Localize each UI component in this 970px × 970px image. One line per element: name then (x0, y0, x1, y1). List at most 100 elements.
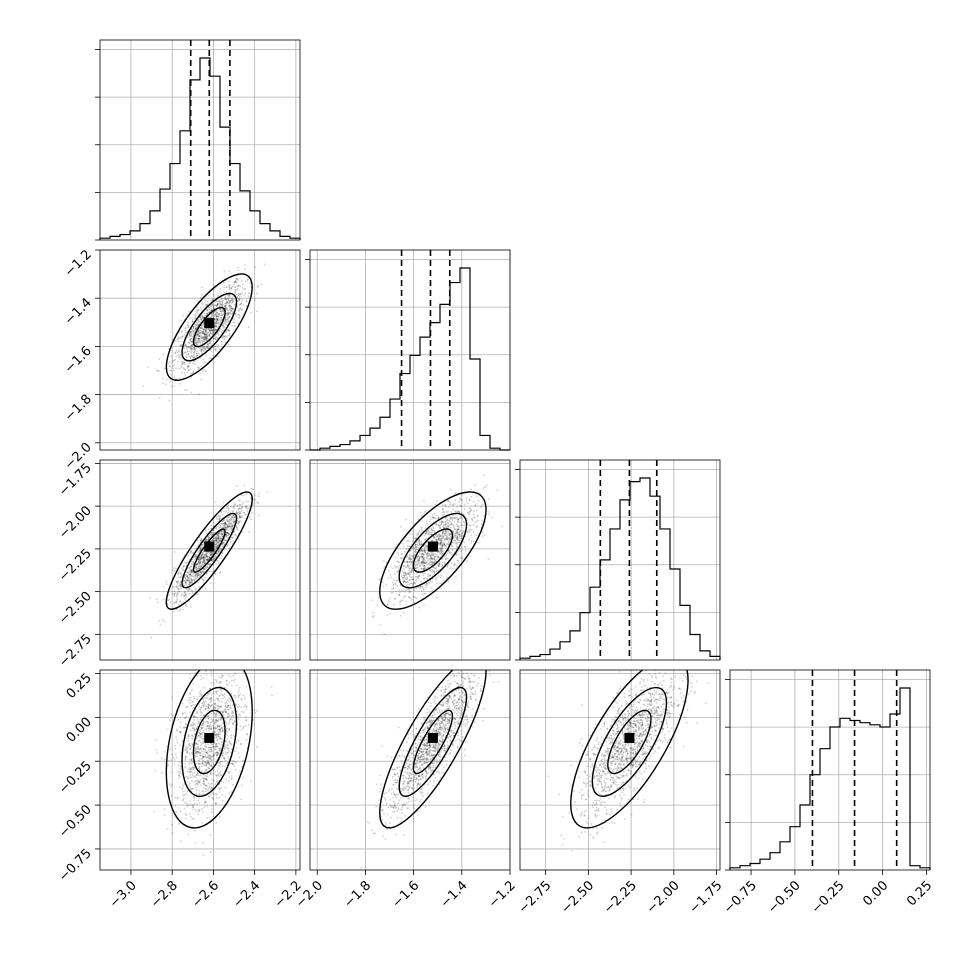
sample-point (201, 370, 204, 373)
sample-point (426, 583, 429, 586)
sample-point (183, 361, 186, 364)
sample-point (414, 551, 416, 554)
sample-point (179, 572, 182, 575)
sample-point (224, 521, 227, 523)
sample-point (212, 313, 214, 315)
sample-point (188, 592, 191, 595)
sample-point (183, 597, 186, 600)
sample-point (230, 715, 233, 718)
sample-point (234, 280, 237, 283)
sample-point (197, 341, 200, 344)
sample-point (194, 340, 197, 342)
sample-point (179, 726, 182, 729)
contour-level-0 (165, 273, 253, 381)
sample-point (201, 303, 204, 305)
sample-point (240, 516, 243, 519)
sample-point (205, 333, 208, 336)
sample-point (200, 335, 203, 338)
sample-point (223, 298, 226, 300)
sample-point (418, 539, 421, 542)
sample-point (214, 802, 217, 804)
sample-point (222, 501, 225, 504)
sample-point (230, 684, 233, 687)
sample-point (450, 522, 453, 525)
sample-point (422, 561, 425, 564)
sample-point (200, 339, 203, 342)
sample-point (405, 574, 407, 577)
sample-point (182, 564, 185, 567)
sample-point (184, 327, 187, 330)
sample-point (438, 525, 441, 528)
sample-point (191, 788, 194, 790)
sample-point (403, 612, 405, 614)
sample-point (453, 563, 456, 565)
sample-point (191, 318, 194, 321)
sample-point (209, 333, 211, 335)
sample-point (181, 335, 184, 338)
sample-point (226, 520, 229, 523)
sample-point (221, 313, 224, 316)
sample-point (433, 561, 436, 564)
sample-point (433, 562, 435, 564)
sample-point (225, 309, 227, 311)
sample-point (206, 559, 209, 561)
sample-point (423, 577, 426, 580)
sample-point (441, 552, 443, 555)
sample-point (189, 356, 192, 359)
sample-point (203, 568, 206, 571)
sample-point (219, 309, 222, 312)
sample-point (155, 749, 158, 751)
sample-point (231, 712, 234, 714)
sample-point (200, 365, 203, 368)
sample-point (456, 516, 459, 519)
sample-point (198, 563, 201, 565)
sample-point (202, 332, 205, 335)
sample-point (195, 555, 198, 558)
sample-point (214, 539, 217, 541)
sample-point (195, 569, 198, 571)
sample-point (195, 321, 198, 324)
sample-point (172, 367, 175, 370)
sample-point (217, 321, 220, 324)
sample-point (392, 587, 395, 590)
sample-point (244, 513, 247, 516)
sample-point (219, 714, 221, 717)
sample-point (202, 773, 205, 776)
sample-point (191, 744, 194, 747)
sample-point (184, 329, 187, 332)
sample-point (230, 305, 233, 308)
sample-point (428, 582, 431, 585)
sample-point (196, 782, 199, 785)
sample-point (501, 525, 503, 528)
sample-point (202, 339, 205, 341)
sample-point (408, 561, 411, 564)
sample-point (218, 549, 221, 552)
sample-point (460, 537, 463, 540)
sample-point (241, 503, 244, 505)
sample-point (201, 563, 204, 565)
sample-point (227, 504, 230, 507)
sample-point (191, 579, 193, 582)
sample-point (428, 553, 431, 555)
sample-point (229, 675, 232, 678)
sample-point (189, 335, 192, 338)
sample-point (210, 559, 213, 562)
sample-point (418, 543, 421, 545)
sample-point (202, 315, 205, 318)
sample-point (198, 565, 200, 568)
sample-point (439, 523, 442, 526)
sample-point (195, 566, 197, 569)
sample-point (443, 561, 446, 564)
sample-point (226, 716, 229, 719)
sample-point (463, 513, 465, 516)
sample-point (215, 546, 218, 549)
sample-point (236, 522, 239, 525)
sample-point (199, 342, 202, 345)
sample-point (183, 565, 185, 568)
sample-point (205, 331, 208, 334)
sample-point (213, 329, 216, 332)
sample-point (209, 772, 212, 775)
sample-point (221, 300, 223, 303)
sample-point (406, 577, 409, 580)
sample-point (228, 523, 230, 526)
